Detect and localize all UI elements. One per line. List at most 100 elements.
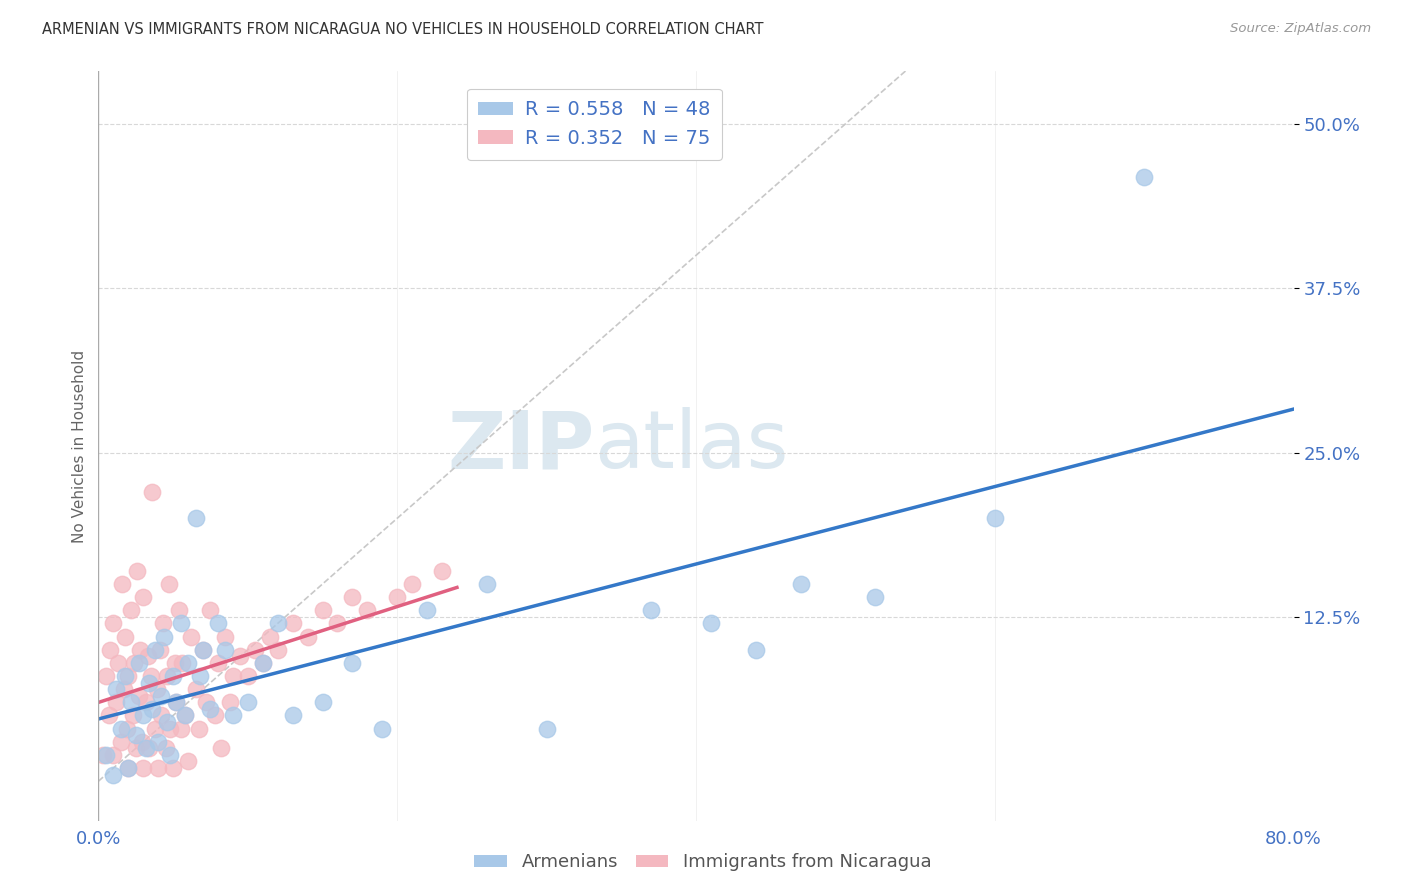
Point <box>174 708 197 723</box>
Point <box>865 590 887 604</box>
Point <box>311 603 333 617</box>
Point <box>172 656 194 670</box>
Point <box>252 656 274 670</box>
Point <box>148 735 170 749</box>
Point <box>114 630 136 644</box>
Point <box>356 603 378 617</box>
Point <box>105 695 128 709</box>
Point <box>135 695 157 709</box>
Point <box>103 747 125 762</box>
Point <box>94 669 117 683</box>
Point <box>138 675 160 690</box>
Point <box>162 669 184 683</box>
Point <box>132 761 155 775</box>
Point <box>124 656 146 670</box>
Point <box>94 747 117 762</box>
Point <box>143 642 166 657</box>
Point <box>229 649 252 664</box>
Point <box>416 603 439 617</box>
Point <box>252 656 274 670</box>
Point <box>155 741 177 756</box>
Point <box>184 511 207 525</box>
Point <box>138 741 160 756</box>
Point <box>148 761 170 775</box>
Point <box>184 682 207 697</box>
Point <box>191 642 214 657</box>
Point <box>91 747 114 762</box>
Point <box>342 590 364 604</box>
Point <box>195 695 218 709</box>
Point <box>281 708 304 723</box>
Point <box>103 616 125 631</box>
Point <box>207 616 229 631</box>
Point <box>167 603 190 617</box>
Point <box>163 656 186 670</box>
Point <box>156 669 179 683</box>
Point <box>112 682 135 697</box>
Point <box>107 656 129 670</box>
Point <box>165 695 187 709</box>
Point <box>219 695 242 709</box>
Point <box>125 741 148 756</box>
Point <box>125 728 148 742</box>
Point <box>98 642 122 657</box>
Point <box>222 669 245 683</box>
Text: Source: ZipAtlas.com: Source: ZipAtlas.com <box>1230 22 1371 36</box>
Point <box>135 741 157 756</box>
Point <box>145 682 167 697</box>
Point <box>267 616 290 631</box>
Text: ZIP: ZIP <box>447 407 595 485</box>
Point <box>117 669 139 683</box>
Point <box>141 702 163 716</box>
Point <box>385 590 409 604</box>
Point <box>128 689 150 703</box>
Point <box>120 603 142 617</box>
Point <box>187 722 209 736</box>
Point <box>169 616 191 631</box>
Point <box>267 642 290 657</box>
Point <box>159 722 181 736</box>
Point <box>150 689 173 703</box>
Point <box>700 616 723 631</box>
Point <box>536 722 558 736</box>
Point <box>157 577 180 591</box>
Point <box>342 656 364 670</box>
Point <box>162 761 184 775</box>
Point <box>430 564 453 578</box>
Point <box>236 695 259 709</box>
Point <box>139 669 162 683</box>
Text: ARMENIAN VS IMMIGRANTS FROM NICARAGUA NO VEHICLES IN HOUSEHOLD CORRELATION CHART: ARMENIAN VS IMMIGRANTS FROM NICARAGUA NO… <box>42 22 763 37</box>
Point <box>110 722 132 736</box>
Point <box>174 708 197 723</box>
Point <box>120 695 142 709</box>
Point <box>259 630 281 644</box>
Point <box>209 741 232 756</box>
Point <box>129 642 152 657</box>
Point <box>281 616 304 631</box>
Point <box>110 735 132 749</box>
Point <box>311 695 333 709</box>
Text: atlas: atlas <box>595 407 789 485</box>
Point <box>640 603 662 617</box>
Point <box>191 642 214 657</box>
Point <box>200 603 222 617</box>
Point <box>111 577 134 591</box>
Point <box>177 656 200 670</box>
Point <box>143 722 166 736</box>
Point <box>131 735 153 749</box>
Point <box>1133 169 1156 184</box>
Point <box>214 630 236 644</box>
Point <box>207 656 229 670</box>
Point <box>150 708 173 723</box>
Point <box>105 682 128 697</box>
Point <box>236 669 259 683</box>
Point <box>177 755 200 769</box>
Point <box>984 511 1007 525</box>
Point <box>326 616 349 631</box>
Point <box>371 722 394 736</box>
Point <box>117 761 139 775</box>
Point <box>789 577 811 591</box>
Point <box>204 708 226 723</box>
Point <box>200 702 222 716</box>
Point <box>159 747 181 762</box>
